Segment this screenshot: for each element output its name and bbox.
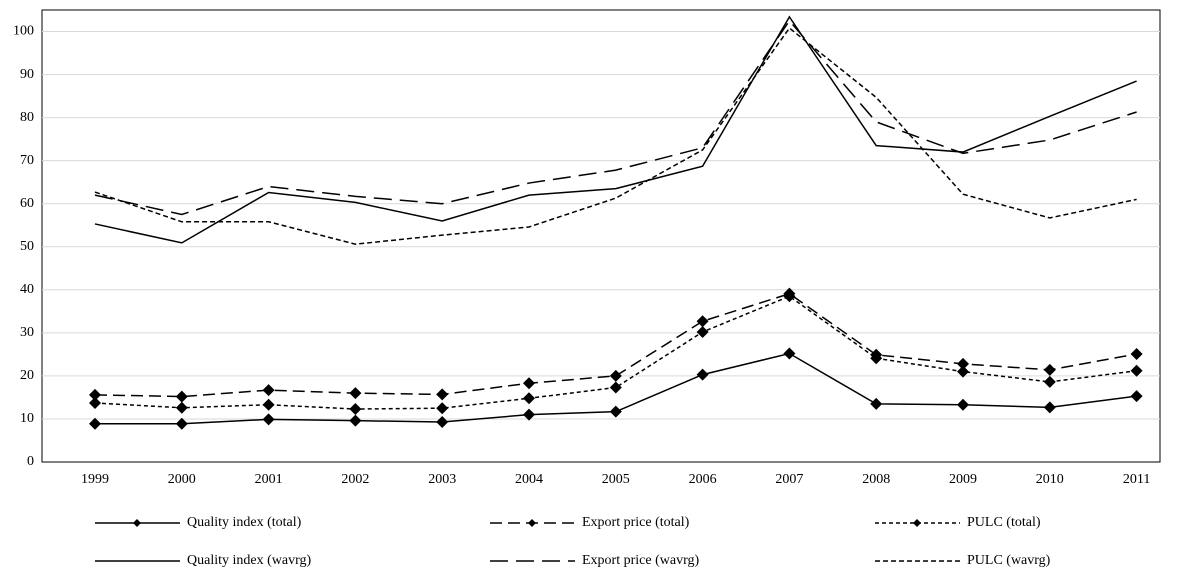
x-tick-label: 2003 [428,472,456,487]
data-point [1130,364,1143,377]
data-point [175,417,188,430]
data-point [349,403,362,416]
data-point [783,290,796,303]
data-point [1130,390,1143,403]
data-point [523,377,535,390]
x-tick-label: 2006 [689,472,717,487]
y-tick-label: 60 [20,196,34,211]
legend-marker [913,519,921,527]
y-tick-label: 20 [20,368,34,383]
x-tick-label: 2009 [949,472,977,487]
x-tick-label: 2010 [1036,472,1064,487]
data-point [783,347,796,360]
y-tick-label: 90 [20,67,34,82]
data-point [175,390,188,403]
y-tick-label: 10 [20,411,34,426]
y-tick-label: 50 [20,239,34,254]
data-point [609,369,622,382]
data-point [1130,347,1143,360]
legend-marker [133,519,141,527]
legend-label: Export price (wavrg) [582,553,699,568]
data-point [89,417,101,430]
data-point [1043,363,1056,376]
y-tick-label: 100 [13,24,34,39]
x-tick-label: 2008 [862,472,890,487]
x-tick-label: 2004 [515,472,543,487]
x-tick-label: 2002 [341,472,369,487]
data-point [696,325,709,338]
legend-marker [528,519,536,527]
data-point [1043,401,1056,414]
data-point [609,405,622,418]
data-point [696,315,709,328]
data-point [175,401,188,414]
x-tick-label: 2005 [602,472,630,487]
x-tick-label: 2007 [775,472,803,487]
data-point [262,413,275,426]
y-tick-label: 70 [20,153,34,168]
y-tick-label: 30 [20,325,34,340]
data-point [436,388,449,401]
x-tick-label: 2000 [168,472,196,487]
data-point [262,384,275,397]
data-point [609,381,622,394]
x-tick-label: 2001 [255,472,283,487]
x-tick-label: 2011 [1123,472,1150,487]
data-point [957,398,969,411]
series-line [94,26,1137,245]
data-point [436,402,449,415]
legend-label: Quality index (total) [187,515,302,530]
series-line [94,19,1137,216]
data-point [89,388,101,401]
data-point [1043,375,1056,388]
legend-label: PULC (wavrg) [967,553,1051,568]
legend-label: Quality index (wavrg) [187,553,311,568]
y-tick-label: 40 [20,282,34,297]
data-point [349,414,362,427]
data-point [523,392,535,405]
data-point [957,365,969,378]
y-tick-label: 0 [27,454,34,469]
series-line [94,15,1137,244]
data-point [696,368,709,381]
y-tick-label: 80 [20,110,34,125]
data-point [523,408,535,421]
data-point [870,352,883,365]
data-point [89,397,101,410]
legend-label: Export price (total) [582,515,690,530]
data-point [349,387,362,400]
x-tick-label: 1999 [81,472,109,487]
data-point [262,398,275,411]
data-point [436,415,449,428]
data-point [870,397,883,410]
data-point [957,357,969,370]
legend-label: PULC (total) [967,515,1041,530]
